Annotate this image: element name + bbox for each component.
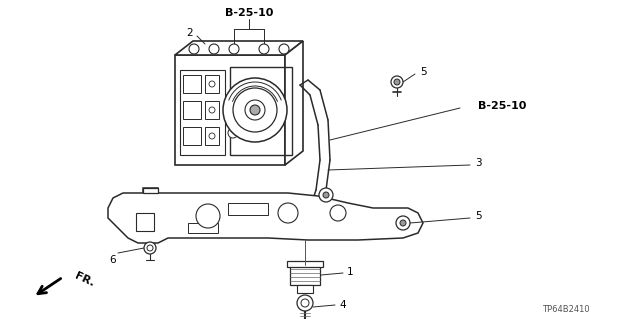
Circle shape	[209, 81, 215, 87]
Circle shape	[189, 44, 199, 54]
Text: 3: 3	[475, 158, 482, 168]
Circle shape	[229, 44, 239, 54]
Polygon shape	[108, 188, 423, 243]
Bar	[228, 203, 268, 215]
Bar	[183, 101, 201, 119]
Text: 5: 5	[475, 211, 482, 221]
Circle shape	[209, 44, 219, 54]
Bar	[297, 285, 313, 293]
Circle shape	[297, 295, 313, 311]
Polygon shape	[143, 188, 158, 193]
Circle shape	[319, 188, 333, 202]
Circle shape	[250, 105, 260, 115]
Bar	[290, 265, 320, 285]
Text: 6: 6	[109, 255, 116, 265]
Circle shape	[323, 192, 329, 198]
Bar	[205, 127, 219, 145]
Bar	[180, 70, 225, 155]
Bar	[205, 101, 219, 119]
Circle shape	[223, 78, 287, 142]
Circle shape	[144, 242, 156, 254]
Text: 2: 2	[186, 28, 193, 38]
Circle shape	[278, 203, 298, 223]
Text: B-25-10: B-25-10	[478, 101, 526, 111]
Circle shape	[391, 76, 403, 88]
Bar	[188, 223, 218, 233]
Text: 4: 4	[339, 300, 346, 310]
Circle shape	[209, 133, 215, 139]
Circle shape	[147, 245, 153, 251]
Circle shape	[330, 205, 346, 221]
Circle shape	[196, 204, 220, 228]
Circle shape	[301, 299, 309, 307]
Circle shape	[228, 128, 238, 138]
Circle shape	[400, 220, 406, 226]
Bar	[205, 75, 219, 93]
Text: B-25-10: B-25-10	[225, 8, 273, 18]
Text: FR.: FR.	[73, 271, 96, 289]
Polygon shape	[175, 55, 285, 165]
Polygon shape	[285, 41, 303, 165]
Polygon shape	[175, 41, 303, 55]
Bar	[287, 261, 323, 267]
Text: TP64B2410: TP64B2410	[542, 306, 590, 315]
Circle shape	[279, 44, 289, 54]
Bar	[183, 75, 201, 93]
Circle shape	[209, 107, 215, 113]
Circle shape	[245, 100, 265, 120]
Circle shape	[233, 88, 277, 132]
Circle shape	[396, 216, 410, 230]
Circle shape	[259, 44, 269, 54]
Bar	[136, 213, 154, 231]
Text: 1: 1	[347, 267, 354, 277]
Bar	[230, 67, 292, 155]
Circle shape	[228, 102, 238, 112]
Circle shape	[394, 79, 400, 85]
Bar	[183, 127, 201, 145]
Text: 5: 5	[420, 67, 427, 77]
